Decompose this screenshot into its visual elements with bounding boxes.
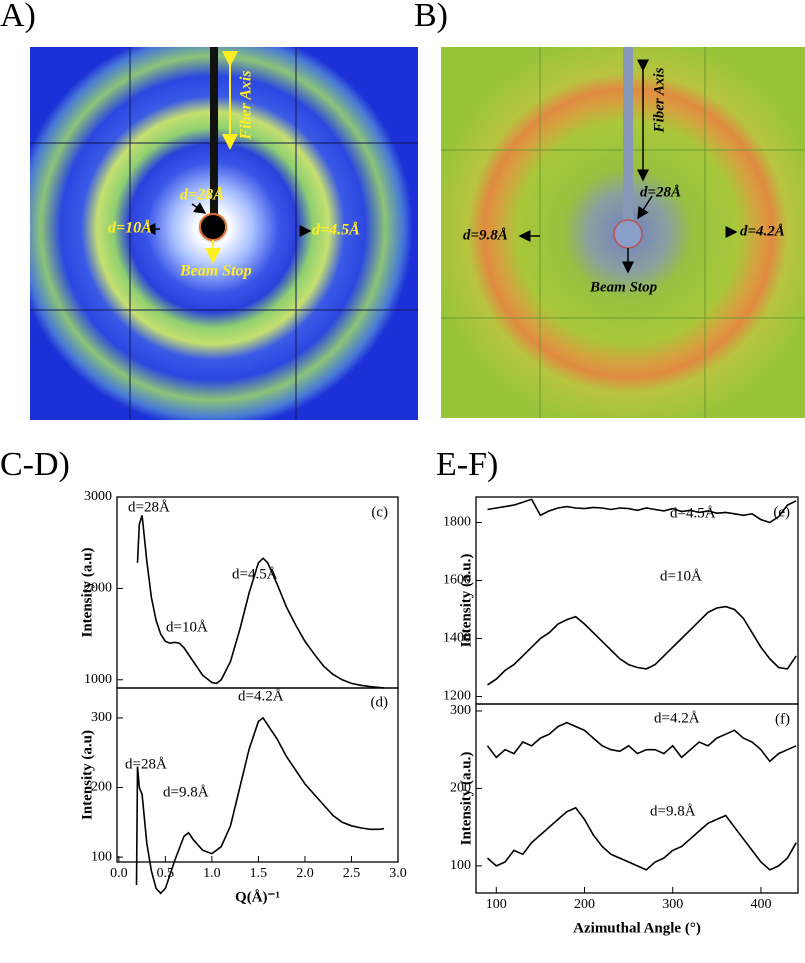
y-tick-label: 300 xyxy=(91,710,112,725)
annotation: d=4.2Å xyxy=(654,710,700,726)
annotation: d=28Å xyxy=(180,186,224,204)
annotation: Fiber Axis xyxy=(238,70,255,140)
annotation: (f) xyxy=(775,711,790,727)
x-axis-label: Q(Å)⁻¹ xyxy=(235,889,280,905)
annotation: d=10Å xyxy=(660,568,702,584)
y-tick-label: 1200 xyxy=(443,689,471,704)
annotation: d=28Å xyxy=(125,756,167,772)
annotation: d=4.2Å xyxy=(740,223,785,239)
annotation: d=9.8Å xyxy=(163,784,209,800)
x-tick-label: 1.0 xyxy=(203,866,221,881)
diffraction-image-b: Fiber Axis d=28Å d=9.8Å d=4.2Å Beam Stop xyxy=(441,47,805,418)
panel-label: C-D) xyxy=(0,446,70,483)
y-tick-label: 200 xyxy=(450,781,471,796)
y-tick-label: 1400 xyxy=(443,631,471,646)
x-tick-label: 400 xyxy=(750,897,771,912)
y-tick-label: 1000 xyxy=(84,672,112,687)
x-tick-label: 1.5 xyxy=(250,866,268,881)
panel-label: E-F) xyxy=(436,446,498,483)
annotation: d=4.5Å xyxy=(670,505,716,521)
annotation: d=10Å xyxy=(166,619,208,635)
x-tick-label: 200 xyxy=(574,897,595,912)
annotation: d=9.8Å xyxy=(463,227,508,243)
annotation: (c) xyxy=(371,504,388,520)
data-line xyxy=(486,721,797,763)
plot-frame xyxy=(475,496,799,705)
y-axis-label: Intensity (a.u.) xyxy=(458,554,474,648)
y-tick-label: 1800 xyxy=(443,515,471,530)
y-tick-label: 2000 xyxy=(84,581,112,596)
annotation: Fiber Axis xyxy=(651,67,667,133)
annotation: d=4.5Å xyxy=(312,221,360,239)
y-tick-label: 1600 xyxy=(443,573,471,588)
x-tick-label: 3.0 xyxy=(389,866,407,881)
annotation: d=10Å xyxy=(108,219,152,237)
data-line xyxy=(486,806,797,871)
plot-frame xyxy=(475,703,799,894)
panel-label: B) xyxy=(414,0,448,34)
x-axis-label: Azimuthal Angle (°) xyxy=(573,920,701,936)
annotation: d=9.8Å xyxy=(650,803,696,819)
data-line xyxy=(487,498,797,524)
y-tick-label: 300 xyxy=(450,703,471,718)
x-tick-label: 300 xyxy=(662,897,683,912)
y-tick-label: 3000 xyxy=(84,489,112,504)
plot-frame xyxy=(116,687,399,863)
x-tick-label: 0.0 xyxy=(110,866,128,881)
annotation: d=4.2Å xyxy=(238,688,284,704)
y-axis-label: Intensity (a.u.) xyxy=(458,752,474,846)
annotation: Beam Stop xyxy=(179,263,252,280)
annotation: Beam Stop xyxy=(589,279,658,295)
data-line xyxy=(135,716,385,895)
x-tick-label: 2.0 xyxy=(296,866,314,881)
annotation: d=28Å xyxy=(128,499,170,515)
plot-frame xyxy=(116,496,399,689)
y-tick-label: 100 xyxy=(450,858,471,873)
annotation: (d) xyxy=(371,694,389,710)
data-line xyxy=(487,605,797,686)
y-tick-label: 100 xyxy=(91,849,112,864)
diffraction-image-a: Fiber Axis d=28Å d=10Å d=4.5Å Beam Stop xyxy=(30,47,418,420)
annotation: d=28Å xyxy=(640,184,681,200)
x-tick-label: 100 xyxy=(486,897,507,912)
data-line xyxy=(136,515,385,689)
x-tick-label: 2.5 xyxy=(343,866,361,881)
y-axis-label: Intensity (a.u) xyxy=(79,730,95,820)
panel-label: A) xyxy=(0,0,36,34)
y-tick-label: 200 xyxy=(91,780,112,795)
y-axis-label: Intensity (a.u) xyxy=(79,547,95,637)
